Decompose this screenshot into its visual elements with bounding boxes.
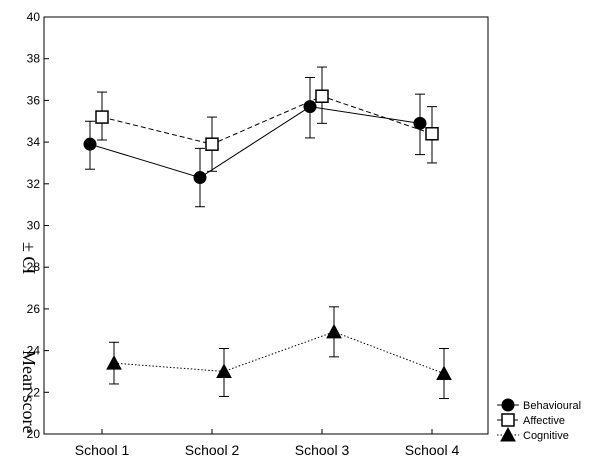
data-point (106, 355, 122, 370)
data-point (326, 323, 342, 339)
x-tick-label: School 2 (185, 442, 240, 458)
series-line (89, 106, 421, 179)
y-tick-label: 36 (27, 93, 41, 107)
series-line (113, 331, 445, 375)
y-tick-label: 30 (27, 219, 41, 233)
data-point (303, 100, 317, 114)
data-point (83, 137, 97, 151)
data-point (205, 137, 219, 151)
data-point (436, 365, 452, 381)
legend-marker (500, 426, 516, 442)
data-point (216, 363, 232, 378)
series-affective (95, 66, 439, 172)
legend-label: Cognitive (523, 430, 569, 442)
series-cognitive (106, 306, 452, 400)
legend-label: Behavioural (523, 400, 581, 412)
y-tick-label: 40 (27, 10, 41, 24)
y-tick-label: 22 (27, 385, 41, 399)
y-tick-label: 26 (27, 302, 41, 316)
legend-marker (501, 398, 515, 412)
y-tick-label: 28 (27, 260, 41, 274)
y-tick-label: 20 (27, 427, 41, 441)
y-axis-ci-label: ± CI (19, 242, 39, 274)
x-tick-label: School 3 (295, 442, 350, 458)
y-tick-label: 24 (27, 344, 41, 358)
y-axis-label: Mean score (19, 350, 39, 433)
data-point (193, 171, 207, 185)
y-tick-label: 38 (27, 52, 41, 66)
x-tick-label: School 4 (405, 442, 460, 458)
legend-marker (501, 413, 515, 427)
legend: Behavioural Affective Cognitive (497, 398, 581, 442)
legend-label: Affective (523, 415, 565, 427)
plot-area-frame (43, 16, 489, 435)
series-behavioural (83, 76, 427, 208)
data-point (413, 116, 427, 130)
y-tick-label: 34 (27, 135, 41, 149)
series-line (101, 95, 433, 145)
data-point (425, 127, 439, 141)
y-tick-label: 32 (27, 177, 41, 191)
data-point (95, 110, 109, 124)
data-point (315, 89, 329, 103)
x-tick-label: School 1 (75, 442, 130, 458)
